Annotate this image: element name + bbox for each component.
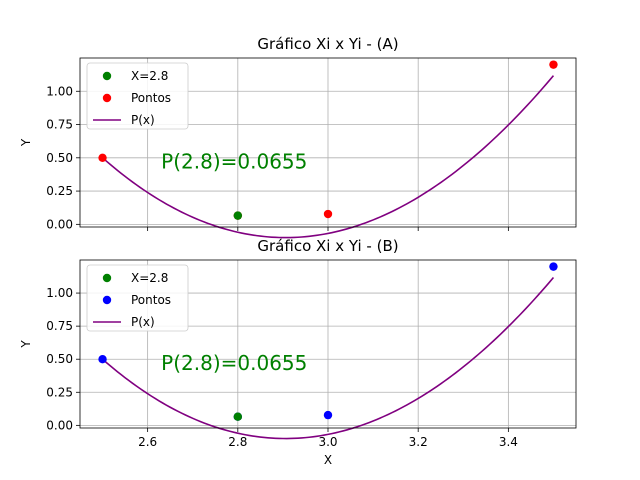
y-tick-label: 1.00 bbox=[46, 286, 73, 300]
x-tick-label: 2.8 bbox=[228, 435, 247, 449]
legend-label: Pontos bbox=[131, 91, 171, 105]
y-tick-label: 0.50 bbox=[46, 352, 73, 366]
point-pontos bbox=[323, 410, 333, 420]
legend-label: P(x) bbox=[131, 315, 155, 329]
x-tick-label: 3.2 bbox=[409, 435, 428, 449]
chart-panel-a: 0.00 0.25 0.50 0.75 1.00 Gráfico Xi x Yi - (A… bbox=[19, 35, 577, 239]
point-pontos bbox=[549, 60, 558, 69]
y-tick-label: 0.75 bbox=[46, 118, 73, 132]
legend: X=2.8 Pontos P(x) bbox=[86, 62, 189, 130]
point-pontos bbox=[98, 355, 107, 364]
legend-swatch-marker bbox=[102, 71, 112, 81]
legend-swatch-marker bbox=[102, 93, 112, 103]
legend-box bbox=[86, 264, 189, 332]
legend-label: P(x) bbox=[131, 113, 155, 127]
y-tick-label: 0.25 bbox=[46, 385, 73, 399]
series-line-px bbox=[102, 75, 555, 239]
annotation-value: P(2.8)=0.0655 bbox=[161, 351, 307, 375]
x-tick-label: 3.4 bbox=[499, 435, 518, 449]
y-tick-label: 0.75 bbox=[46, 319, 73, 333]
chart-title: Gráfico Xi x Yi - (B) bbox=[257, 237, 398, 255]
legend: X=2.8 Pontos P(x) bbox=[86, 264, 189, 332]
point-x-2-8 bbox=[233, 412, 243, 421]
x-tick-label: 3.0 bbox=[318, 435, 337, 449]
x-tick-label: 2.6 bbox=[138, 435, 157, 449]
legend-label: X=2.8 bbox=[131, 271, 168, 285]
y-tick-label: 1.00 bbox=[46, 84, 73, 98]
point-pontos bbox=[549, 262, 558, 271]
x-axis-label: X bbox=[324, 453, 332, 467]
series-line-px bbox=[102, 277, 555, 440]
point-pontos bbox=[98, 153, 107, 163]
point-x-2-8 bbox=[233, 211, 243, 220]
y-tick-label: 0.00 bbox=[46, 418, 73, 432]
chart-title: Gráfico Xi x Yi - (A) bbox=[257, 35, 398, 53]
legend-label: X=2.8 bbox=[131, 69, 168, 83]
y-axis-label: Y bbox=[19, 340, 33, 349]
chart-panel-b: 2.6 2.8 3.0 3.2 3.4 0.00 0.25 0.50 0.75 1.00 Gráfi… bbox=[19, 237, 577, 467]
legend-box bbox=[86, 62, 189, 130]
point-pontos bbox=[323, 209, 333, 219]
legend-swatch-marker bbox=[102, 295, 112, 305]
y-axis-label: Y bbox=[19, 138, 33, 147]
legend-label: Pontos bbox=[131, 293, 171, 307]
legend-swatch-marker bbox=[102, 273, 112, 283]
y-tick-label: 0.50 bbox=[46, 151, 73, 165]
y-tick-label: 0.00 bbox=[46, 217, 73, 231]
annotation-value: P(2.8)=0.0655 bbox=[161, 149, 307, 173]
y-tick-label: 0.25 bbox=[46, 184, 73, 198]
